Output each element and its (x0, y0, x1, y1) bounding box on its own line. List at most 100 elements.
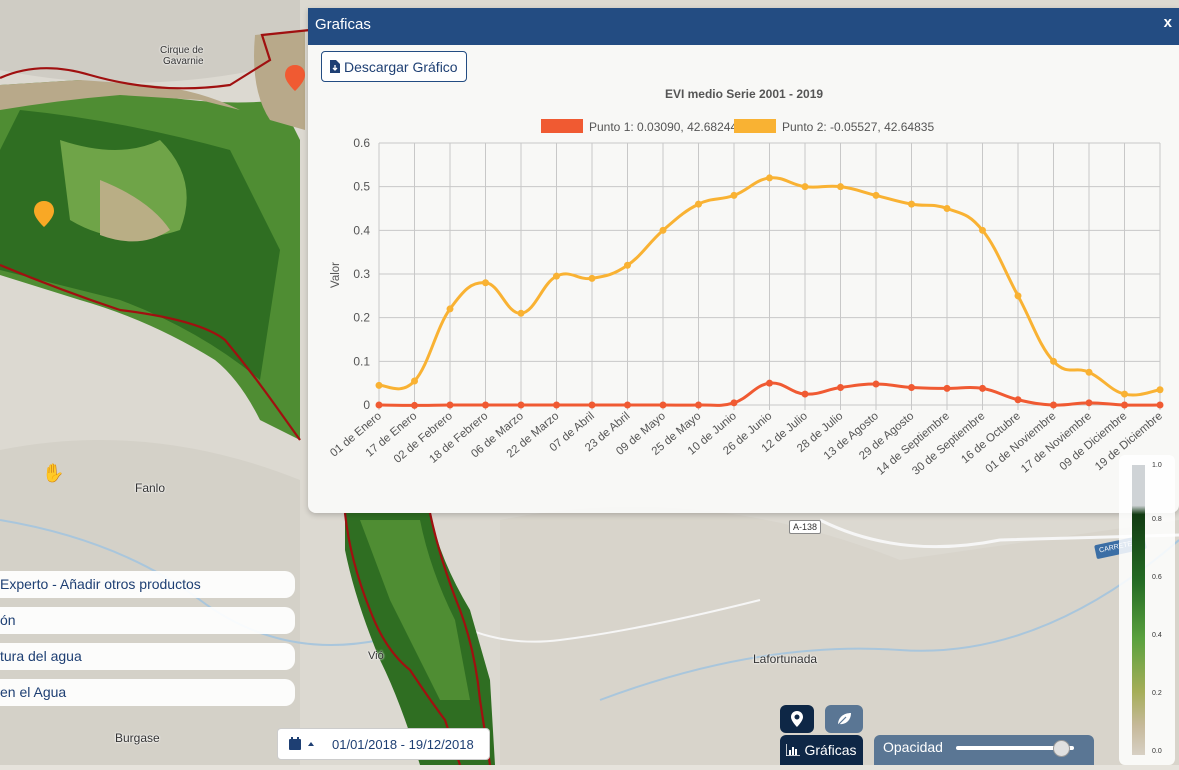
data-point (943, 384, 951, 392)
data-point (553, 401, 560, 409)
data-point (979, 226, 986, 234)
data-point (411, 401, 418, 409)
color-scale-bar (1132, 465, 1145, 755)
date-range-picker[interactable]: 01/01/2018 - 19/12/2018 (277, 728, 490, 760)
data-point (801, 183, 809, 191)
caret-up-icon (308, 742, 314, 746)
y-tick-label: 0.4 (353, 223, 370, 237)
data-point (482, 279, 489, 287)
data-point (1085, 399, 1093, 407)
marker-tool-button[interactable] (780, 705, 814, 733)
data-point (624, 401, 631, 409)
data-point (943, 205, 951, 212)
data-point (730, 399, 738, 407)
data-point (446, 305, 454, 313)
left-menu-item[interactable]: ón (0, 607, 295, 634)
color-scale-tick: 0.6 (1152, 574, 1162, 581)
legend-label: Punto 2: -0.05527, 42.64835 (782, 120, 934, 134)
color-scale-legend: 1.0 0.8 0.6 0.4 0.2 0.0 (1119, 455, 1175, 765)
data-point (375, 401, 383, 409)
download-chart-button[interactable]: Descargar Gráfico (321, 51, 467, 82)
data-point (446, 401, 454, 409)
legend-swatch (734, 119, 776, 133)
data-point (1014, 396, 1022, 404)
data-point (588, 274, 596, 282)
data-point (730, 191, 738, 199)
y-tick-label: 0 (363, 398, 370, 412)
left-menu-item[interactable]: en el Agua (0, 679, 295, 706)
left-menu-item-experto[interactable]: Experto - Añadir otros productos (0, 571, 295, 598)
place-label: Vió (368, 650, 384, 662)
data-point (375, 381, 383, 389)
hand-cursor-icon: ✋ (42, 463, 65, 483)
data-point (908, 384, 915, 392)
data-point (411, 377, 418, 385)
map-marker-red-icon[interactable] (285, 65, 305, 91)
close-button[interactable]: x (1163, 14, 1172, 31)
y-tick-label: 0.2 (353, 311, 370, 325)
legend-swatch (541, 119, 583, 133)
bar-chart-icon (786, 744, 801, 756)
data-point (1050, 401, 1057, 409)
data-point (482, 401, 489, 409)
data-point (1085, 368, 1093, 376)
data-point (1121, 390, 1128, 398)
opacity-control: Opacidad (874, 735, 1094, 765)
leaf-icon (837, 713, 851, 726)
data-point (766, 379, 773, 387)
place-label: Cirque de (160, 45, 204, 56)
data-point (588, 401, 596, 409)
data-point (872, 380, 880, 388)
data-point (1156, 401, 1164, 409)
map-marker-icon (791, 711, 803, 727)
modal-title: Graficas (315, 16, 371, 33)
y-axis-label: Valor (330, 262, 342, 288)
opacity-label: Opacidad (883, 739, 943, 755)
y-tick-label: 0.6 (353, 136, 370, 150)
place-label: Gavarnie (163, 56, 204, 67)
date-range-value: 01/01/2018 - 19/12/2018 (332, 736, 474, 752)
vegetation-button[interactable] (825, 705, 863, 733)
calendar-icon (289, 737, 301, 750)
color-scale-tick: 0.8 (1152, 516, 1162, 523)
data-point (801, 390, 809, 398)
place-label: Burgase (115, 731, 160, 745)
opacity-slider-track[interactable] (956, 746, 1074, 750)
data-point (517, 401, 525, 409)
download-label: Descargar Gráfico (344, 58, 458, 75)
data-point (837, 384, 844, 392)
chart-title: EVI medio Serie 2001 - 2019 (665, 87, 823, 101)
data-point (872, 191, 880, 199)
color-scale-tick: 0.4 (1152, 632, 1162, 639)
left-menu-item[interactable]: tura del agua (0, 643, 295, 670)
color-scale-tick: 1.0 (1152, 462, 1162, 469)
modal-header: Graficas x (308, 8, 1179, 45)
data-point (908, 200, 915, 208)
y-tick-label: 0.1 (353, 354, 370, 368)
data-point (837, 183, 844, 191)
place-label: Fanlo (135, 481, 166, 495)
data-point (1050, 357, 1057, 365)
map-marker-orange-icon[interactable] (34, 201, 54, 227)
graficas-label: Gráficas (804, 742, 857, 758)
y-tick-label: 0.3 (353, 267, 370, 281)
data-point (659, 401, 667, 409)
file-download-icon (330, 60, 340, 73)
opacity-slider-thumb[interactable] (1052, 740, 1070, 757)
data-point (659, 226, 667, 234)
color-scale-tick: 0.2 (1152, 690, 1162, 697)
legend-label: Punto 1: 0.03090, 42.68244 (589, 120, 737, 134)
data-point (517, 309, 525, 317)
data-point (624, 261, 631, 269)
data-point (695, 200, 702, 208)
y-tick-label: 0.5 (353, 180, 370, 194)
road-shield: A-138 (789, 520, 822, 534)
data-point (695, 401, 702, 409)
data-point (1156, 386, 1164, 394)
graficas-modal: Graficas x 0 0.1 0.2 0.3 0.4 0.5 0.6 01 de Ener… (308, 8, 1179, 513)
data-point (1121, 401, 1128, 409)
place-label: Lafortunada (753, 652, 818, 666)
graficas-button[interactable]: Gráficas (780, 735, 863, 765)
data-point (1014, 292, 1022, 300)
